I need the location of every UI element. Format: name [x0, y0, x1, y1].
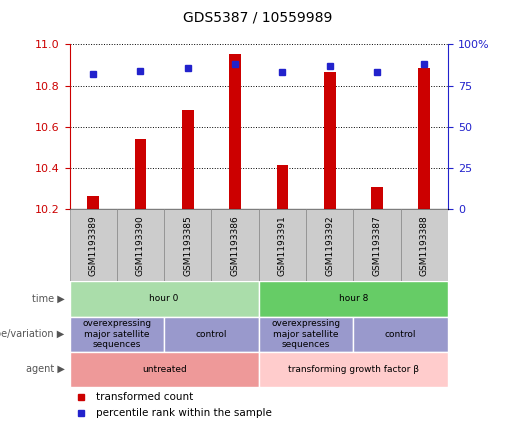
- Text: GSM1193388: GSM1193388: [420, 215, 429, 276]
- Text: hour 0: hour 0: [149, 294, 179, 303]
- FancyBboxPatch shape: [353, 209, 401, 281]
- FancyBboxPatch shape: [259, 209, 306, 281]
- Text: hour 8: hour 8: [339, 294, 368, 303]
- FancyBboxPatch shape: [70, 209, 117, 281]
- FancyBboxPatch shape: [353, 316, 448, 352]
- Bar: [371, 187, 383, 209]
- Text: GSM1193391: GSM1193391: [278, 215, 287, 276]
- Text: overexpressing
major satellite
sequences: overexpressing major satellite sequences: [82, 319, 151, 349]
- Bar: [229, 54, 241, 209]
- Text: GSM1193390: GSM1193390: [136, 215, 145, 276]
- FancyBboxPatch shape: [212, 209, 259, 281]
- FancyBboxPatch shape: [117, 209, 164, 281]
- Text: transformed count: transformed count: [96, 392, 193, 402]
- Bar: [324, 72, 336, 209]
- Text: percentile rank within the sample: percentile rank within the sample: [96, 408, 272, 418]
- FancyBboxPatch shape: [306, 209, 353, 281]
- Bar: [419, 68, 431, 209]
- Text: time ▶: time ▶: [31, 294, 64, 304]
- Text: GSM1193386: GSM1193386: [231, 215, 239, 276]
- Text: agent ▶: agent ▶: [26, 365, 64, 374]
- FancyBboxPatch shape: [70, 281, 259, 316]
- FancyBboxPatch shape: [164, 209, 212, 281]
- FancyBboxPatch shape: [259, 281, 448, 316]
- Bar: [277, 165, 288, 209]
- Text: GSM1193392: GSM1193392: [325, 215, 334, 276]
- Text: genotype/variation ▶: genotype/variation ▶: [0, 329, 64, 339]
- FancyBboxPatch shape: [70, 352, 259, 387]
- Text: control: control: [196, 330, 227, 339]
- FancyBboxPatch shape: [259, 352, 448, 387]
- Text: overexpressing
major satellite
sequences: overexpressing major satellite sequences: [271, 319, 340, 349]
- Text: GSM1193389: GSM1193389: [89, 215, 98, 276]
- FancyBboxPatch shape: [401, 209, 448, 281]
- Text: GSM1193387: GSM1193387: [372, 215, 382, 276]
- Text: untreated: untreated: [142, 365, 186, 374]
- Text: transforming growth factor β: transforming growth factor β: [288, 365, 419, 374]
- FancyBboxPatch shape: [70, 316, 164, 352]
- FancyBboxPatch shape: [164, 316, 259, 352]
- Bar: [134, 139, 146, 209]
- Text: GSM1193385: GSM1193385: [183, 215, 192, 276]
- Text: GDS5387 / 10559989: GDS5387 / 10559989: [183, 11, 332, 25]
- FancyBboxPatch shape: [259, 316, 353, 352]
- Bar: [182, 110, 194, 209]
- Text: control: control: [385, 330, 417, 339]
- Bar: [87, 196, 99, 209]
